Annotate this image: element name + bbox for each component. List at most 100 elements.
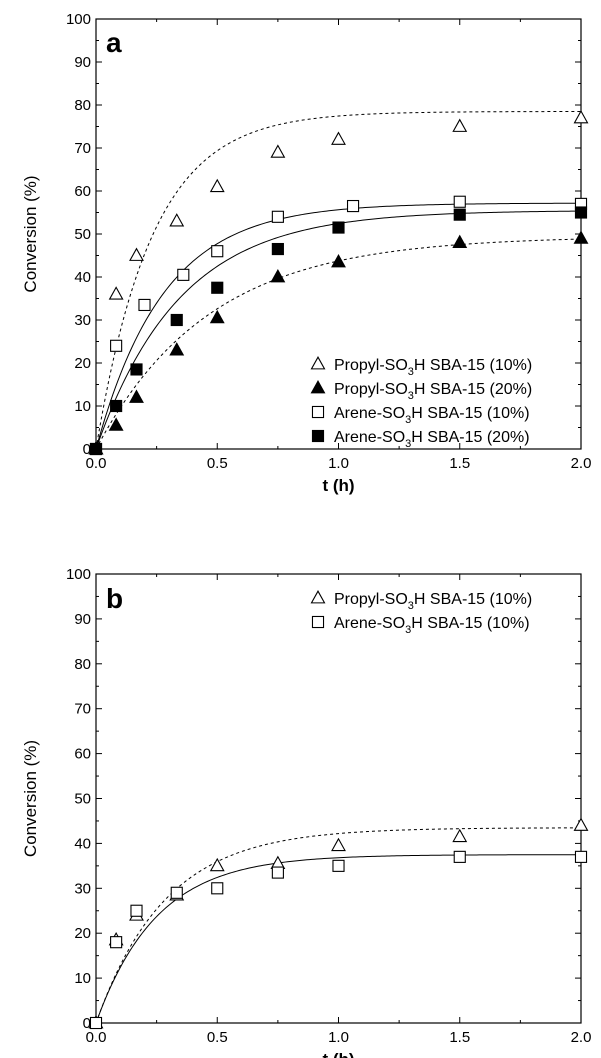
data-point: [211, 281, 224, 294]
y-axis-label: Conversion (%): [21, 175, 40, 292]
data-point: [170, 313, 183, 327]
y-tick-label: 40: [74, 835, 91, 852]
data-point: [211, 882, 224, 895]
y-tick-label: 90: [74, 54, 91, 71]
data-point: [271, 210, 284, 223]
y-tick-label: 30: [74, 312, 91, 329]
y-tick-label: 40: [74, 269, 91, 286]
panel-letter: b: [106, 583, 123, 614]
data-point: [453, 208, 466, 221]
legend-entry-4: Arene-SO3H SBA-15 (20%): [311, 429, 530, 450]
data-point: [270, 269, 286, 283]
data-point: [574, 850, 588, 863]
data-point: [169, 213, 185, 227]
data-point: [574, 206, 588, 219]
series-1-points: [88, 817, 589, 1029]
x-tick-label: 0.5: [207, 455, 228, 472]
legend-label: Arene-SO3H SBA-15 (10%): [334, 405, 530, 426]
data-point: [453, 850, 466, 863]
y-axis-label: Conversion (%): [21, 740, 40, 857]
plot-frame: [95, 573, 582, 1024]
y-tick-label: 20: [74, 925, 91, 942]
y-tick-label: 50: [74, 226, 91, 243]
y-tick-label: 80: [74, 656, 91, 673]
x-tick-label: 1.5: [449, 455, 470, 472]
x-tick-label: 0.0: [86, 455, 107, 472]
y-tick-label: 100: [66, 11, 91, 28]
x-tick-label: 1.0: [328, 455, 349, 472]
x-axis-label: t (h): [322, 1050, 354, 1058]
legend-label: Arene-SO3H SBA-15 (20%): [334, 429, 530, 450]
data-point: [270, 144, 286, 158]
y-tick-label: 30: [74, 880, 91, 897]
legend-marker: [310, 356, 326, 370]
data-point: [129, 247, 144, 261]
y-tick-label: 10: [74, 970, 91, 987]
data-point: [453, 195, 466, 208]
series-line-1: [96, 111, 581, 449]
x-tick-label: 0.5: [207, 1029, 228, 1046]
x-tick-label: 2.0: [571, 1029, 592, 1046]
legend-entry-2: Arene-SO3H SBA-15 (10%): [311, 615, 530, 636]
data-point: [209, 178, 225, 193]
data-point: [89, 442, 103, 456]
legend-entry-1: Propyl-SO3H SBA-15 (10%): [310, 356, 532, 378]
data-point: [209, 857, 225, 872]
legend-marker: [311, 429, 325, 443]
data-point: [177, 268, 190, 281]
data-point: [110, 339, 123, 352]
legend-entry-3: Arene-SO3H SBA-15 (10%): [311, 405, 530, 426]
legend: Propyl-SO3H SBA-15 (10%) Propyl-SO3H SBA-…: [310, 356, 532, 450]
data-point: [211, 245, 224, 258]
panel-a: 0 10 20 30 40 50 60 70 80 90 100 0.0 0.5 1.0 1.5 2.0 t (…: [21, 11, 591, 495]
y-tick-label: 90: [74, 611, 91, 628]
data-point: [271, 242, 284, 256]
y-tick-label: 80: [74, 97, 91, 114]
data-point: [89, 1016, 103, 1030]
data-point: [110, 399, 123, 413]
panel-b: 0 10 20 30 40 50 60 70 80 90 100 0.0 0.5 1.0 1.5 2.0 t (…: [21, 566, 591, 1058]
data-point: [331, 837, 346, 852]
data-point: [108, 286, 124, 300]
data-point: [331, 131, 346, 145]
y-tick-label: 10: [74, 398, 91, 415]
x-tick-label: 0.0: [86, 1029, 107, 1046]
legend-marker: [310, 380, 326, 394]
series-1-points: [88, 109, 589, 455]
data-point: [573, 109, 589, 124]
data-point: [138, 298, 151, 312]
y-tick-label: 60: [74, 183, 91, 200]
legend-marker: [311, 615, 325, 629]
legend-label: Arene-SO3H SBA-15 (10%): [334, 615, 530, 636]
legend-label: Propyl-SO3H SBA-15 (10%): [334, 591, 532, 612]
series-line-1: [96, 827, 581, 1023]
data-point: [573, 817, 589, 831]
legend-label: Propyl-SO3H SBA-15 (10%): [334, 357, 532, 378]
legend-entry-1: Propyl-SO3H SBA-15 (10%): [310, 590, 532, 612]
series-4-points: [89, 206, 588, 456]
data-point: [129, 389, 144, 403]
y-tick-label: 50: [74, 791, 91, 808]
data-point: [332, 859, 345, 872]
data-point: [331, 253, 346, 268]
legend-entry-2: Propyl-SO3H SBA-15 (20%): [310, 380, 532, 402]
data-point: [108, 417, 124, 431]
y-tick-label: 70: [74, 701, 91, 718]
y-tick-label: 60: [74, 746, 91, 763]
data-point: [332, 221, 345, 234]
series-2-points: [89, 850, 588, 1030]
x-tick-label: 1.5: [449, 1029, 470, 1046]
x-axis-label: t (h): [322, 476, 354, 495]
data-point: [110, 936, 123, 949]
data-point: [452, 828, 468, 843]
legend-label: Propyl-SO3H SBA-15 (20%): [334, 381, 532, 402]
series-2-points: [88, 230, 589, 455]
panel-letter: a: [106, 27, 122, 58]
data-point: [170, 886, 183, 899]
y-tick-label: 70: [74, 140, 91, 157]
data-point: [573, 230, 589, 244]
data-point: [169, 342, 185, 356]
y-tick-label: 0: [83, 441, 91, 458]
data-point: [271, 866, 284, 879]
